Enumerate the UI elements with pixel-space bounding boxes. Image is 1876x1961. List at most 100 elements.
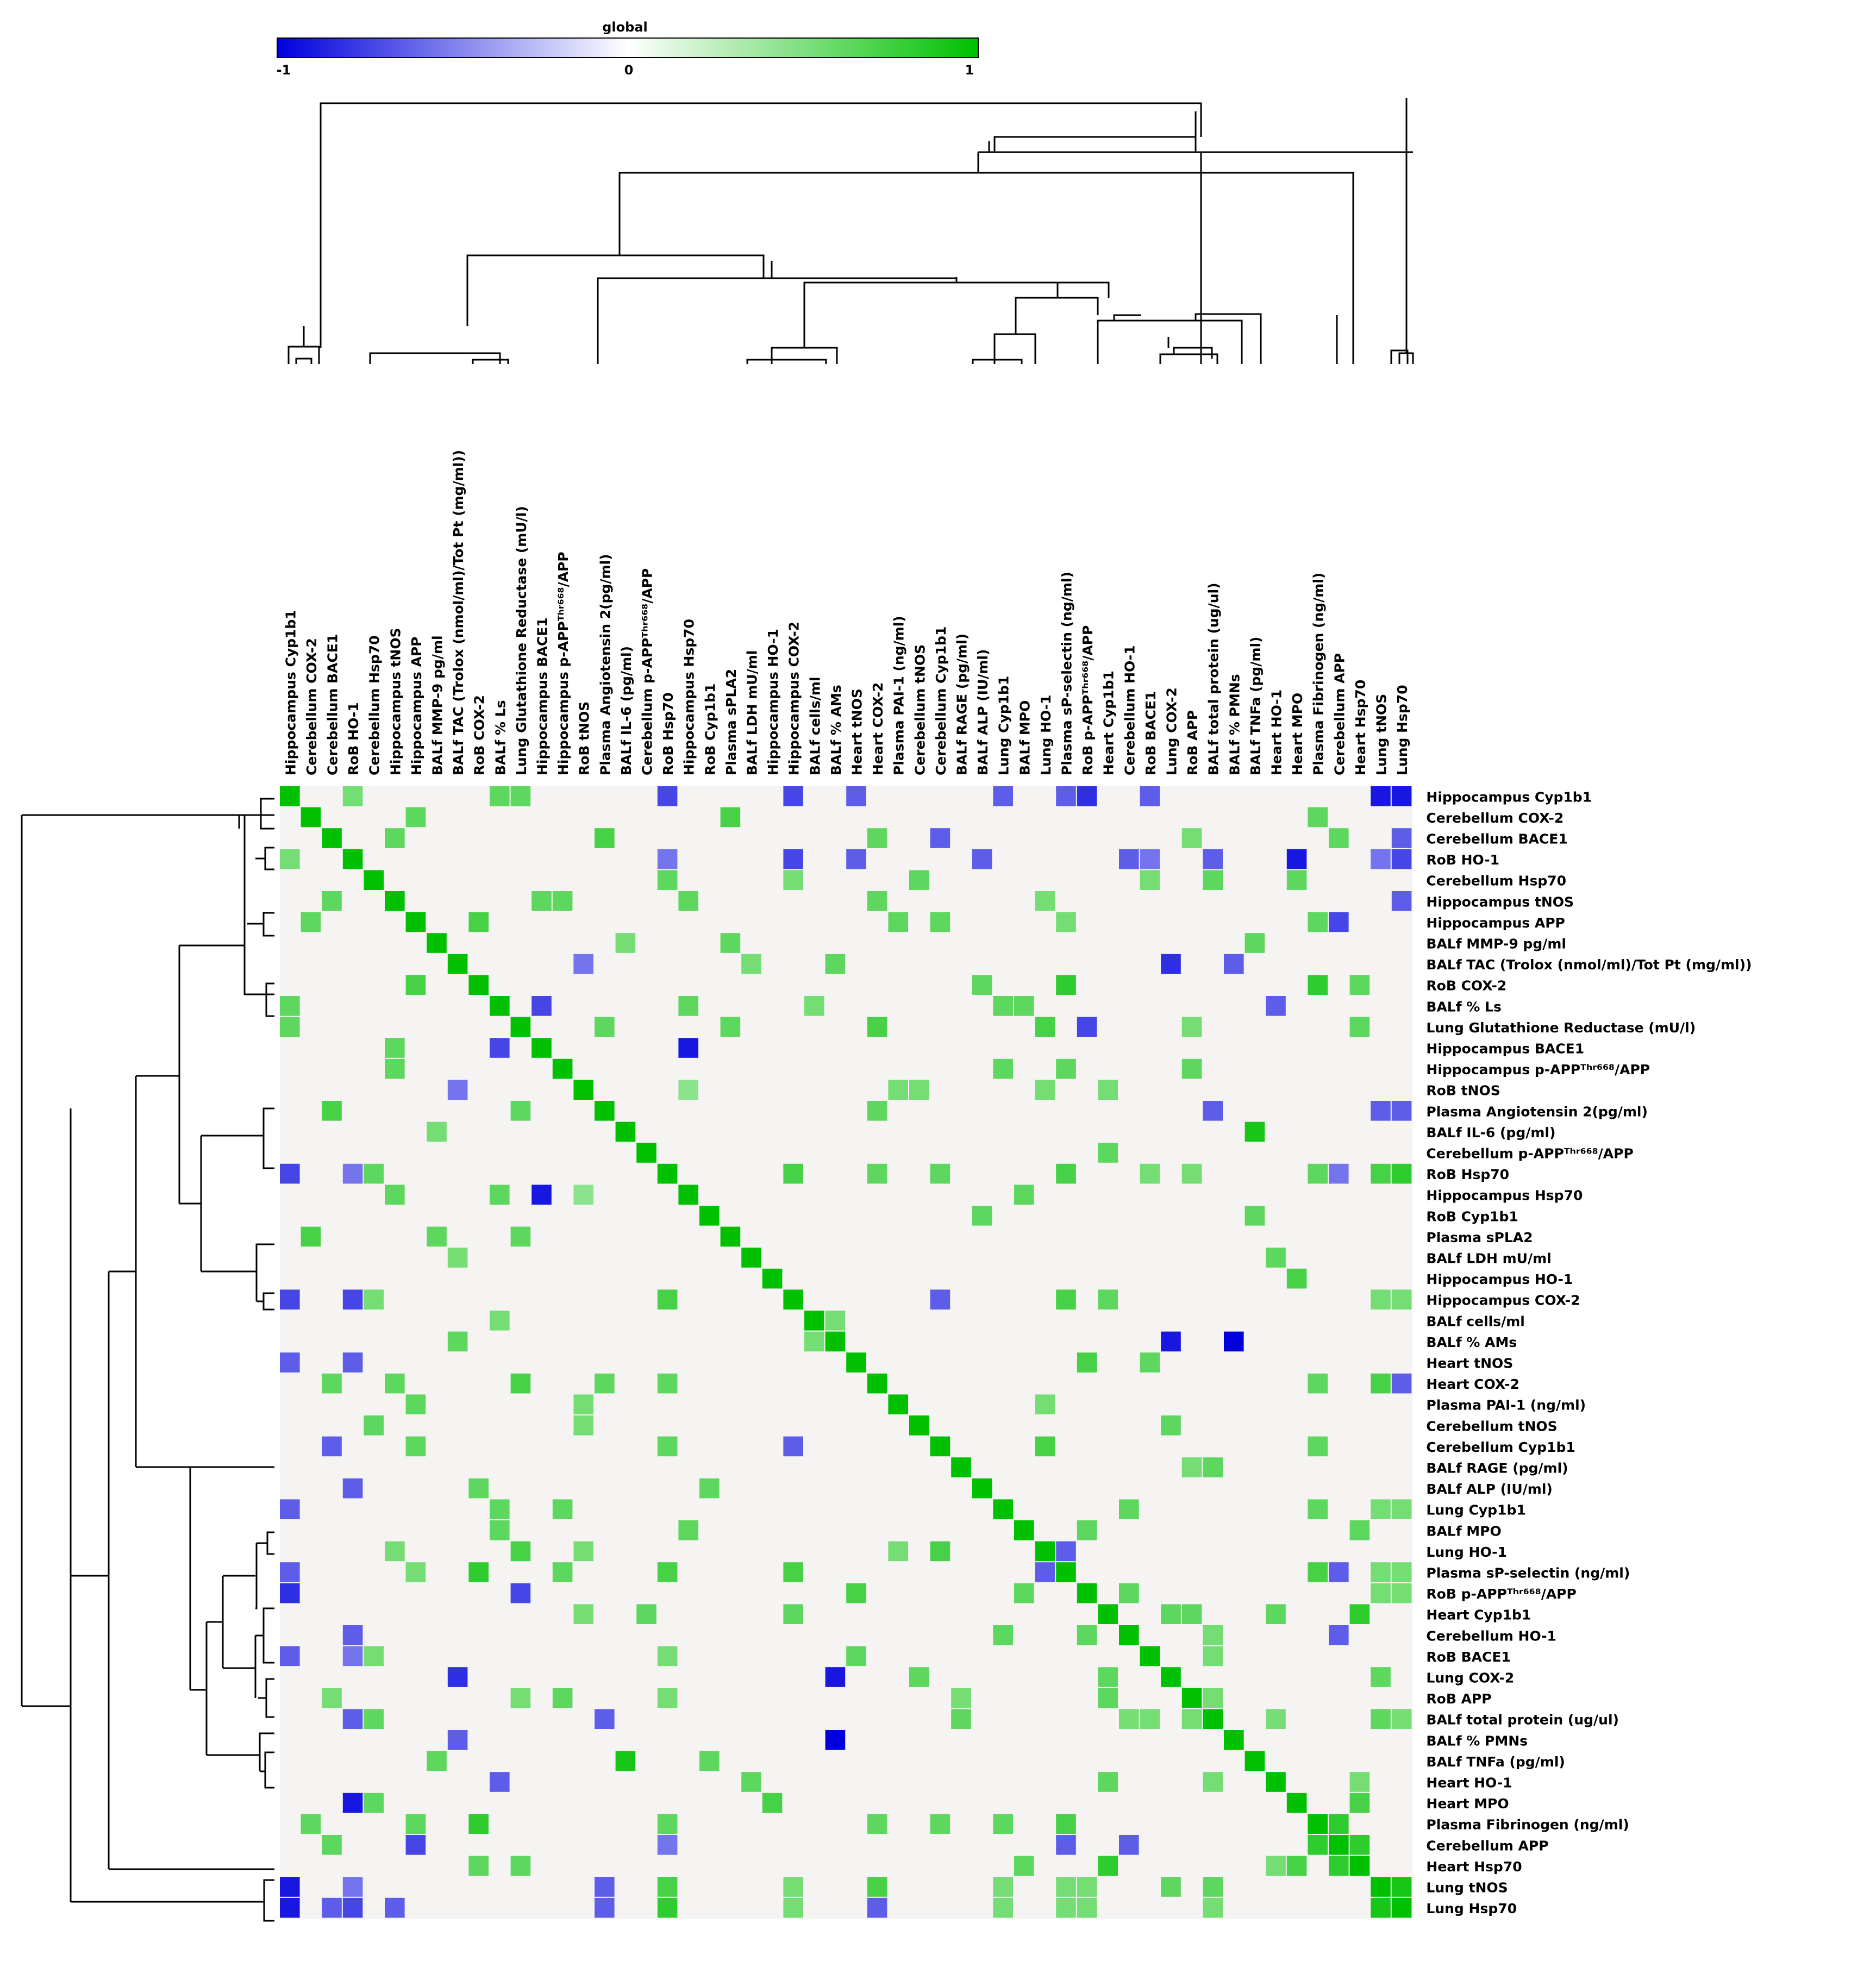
row-label: Cerebellum tNOS	[1426, 1418, 1557, 1434]
heatmap-cell	[1140, 1163, 1160, 1184]
heatmap-cell	[1203, 849, 1223, 869]
column-label: Hippocampus Hsp70	[681, 619, 697, 775]
heatmap-cell	[699, 1206, 720, 1226]
heatmap-cell	[1329, 1856, 1349, 1876]
row-label: Cerebellum HO-1	[1426, 1628, 1556, 1644]
heatmap-cell	[301, 1226, 321, 1247]
row-label: BALf IL-6 (pg/ml)	[1426, 1125, 1555, 1141]
heatmap-cell	[552, 1562, 573, 1582]
heatmap-cell	[1371, 786, 1391, 806]
heatmap-cell	[1161, 1331, 1181, 1352]
heatmap-cell	[468, 1814, 489, 1834]
heatmap-cell	[301, 912, 321, 932]
heatmap-cell	[1391, 1373, 1412, 1394]
heatmap-cell	[657, 1436, 678, 1457]
heatmap-cell	[825, 1331, 846, 1352]
heatmap-cell	[595, 1709, 615, 1729]
heatmap-cell	[1203, 1772, 1223, 1792]
heatmap-cell	[552, 1058, 573, 1079]
heatmap-cell	[1203, 1625, 1223, 1645]
column-label: BALf % PMNs	[1227, 674, 1242, 775]
heatmap-cell	[1056, 1289, 1076, 1310]
row-label: Heart tNOS	[1426, 1356, 1513, 1371]
heatmap-cell	[364, 1163, 384, 1184]
heatmap-cell	[909, 1667, 929, 1687]
heatmap-cell	[427, 1226, 447, 1247]
heatmap-cell	[867, 1163, 887, 1184]
heatmap-cell	[364, 1289, 384, 1310]
heatmap-cell	[1014, 1520, 1034, 1540]
column-label: Lung Hsp70	[1395, 685, 1410, 775]
heatmap-cell	[447, 1080, 468, 1100]
heatmap-cell	[1329, 1814, 1349, 1834]
heatmap-cell	[280, 1163, 300, 1184]
heatmap-cell	[846, 1352, 866, 1373]
heatmap-cell	[280, 1289, 300, 1310]
heatmap-cell	[385, 828, 405, 848]
heatmap-cell	[1349, 1772, 1370, 1792]
heatmap-cell	[322, 891, 342, 911]
row-label: BALf cells/ml	[1426, 1313, 1524, 1329]
colorbar-gradient	[277, 37, 979, 58]
heatmap-cell	[405, 1814, 426, 1834]
heatmap-cell	[385, 1541, 405, 1562]
heatmap-cell	[510, 1583, 531, 1603]
heatmap-cell	[1203, 1688, 1223, 1708]
column-label: Cerebellum COX-2	[304, 638, 320, 775]
heatmap-cell	[867, 1373, 887, 1394]
heatmap-cell	[909, 1415, 929, 1436]
heatmap-cell	[825, 1311, 846, 1331]
heatmap-cell	[1224, 954, 1244, 974]
heatmap-cell	[657, 870, 678, 890]
row-label: RoB APP	[1426, 1691, 1491, 1707]
heatmap-cell	[1014, 1185, 1034, 1205]
column-labels: Hippocampus Cyp1b1 Cerebellum COX-2 Cerebe…	[283, 450, 1410, 775]
row-label: Plasma Angiotensin 2(pg/ml)	[1426, 1104, 1648, 1119]
heatmap-cell	[322, 1897, 342, 1918]
column-label: RoB tNOS	[577, 701, 592, 775]
heatmap-cell	[846, 1646, 866, 1666]
heatmap-cell	[468, 975, 489, 995]
heatmap-cell	[1098, 1772, 1118, 1792]
heatmap-cell	[762, 1268, 783, 1289]
heatmap-cell	[1371, 1877, 1391, 1897]
heatmap-cell	[385, 891, 405, 911]
heatmap-cell	[657, 1897, 678, 1918]
row-label: Lung Glutathione Reductase (mU/l)	[1426, 1020, 1696, 1036]
heatmap-cell	[1119, 1583, 1139, 1603]
row-label: Hippocampus BACE1	[1426, 1041, 1584, 1057]
heatmap-cell	[595, 1877, 615, 1897]
heatmap-cell	[510, 1226, 531, 1247]
column-label: RoB COX-2	[472, 695, 487, 775]
heatmap-cell	[1056, 912, 1076, 932]
row-label: BALf RAGE (pg/ml)	[1426, 1461, 1568, 1476]
heatmap-cell	[364, 1646, 384, 1666]
heatmap-cell	[1181, 1457, 1202, 1477]
heatmap-cell	[762, 1793, 783, 1813]
heatmap-cell	[783, 1289, 803, 1310]
heatmap-cell	[1203, 1877, 1223, 1897]
heatmap-cell	[1349, 975, 1370, 995]
heatmap-cell	[490, 1772, 510, 1792]
heatmap-cell	[909, 1080, 929, 1100]
heatmap-cell	[1308, 975, 1328, 995]
heatmap-cell	[490, 1038, 510, 1058]
heatmap-cell	[909, 870, 929, 890]
heatmap-cell	[1056, 1163, 1076, 1184]
heatmap-cell	[322, 828, 342, 848]
heatmap-cell	[993, 996, 1013, 1016]
heatmap-cell	[1181, 1709, 1202, 1729]
heatmap-cell	[510, 786, 531, 806]
heatmap-cell	[615, 933, 636, 953]
heatmap-cell	[951, 1709, 971, 1729]
column-label: RoB Cyp1b1	[702, 684, 718, 775]
heatmap-cell	[552, 891, 573, 911]
heatmap-cell	[657, 1289, 678, 1310]
column-label: Cerebellum Hsp70	[367, 635, 383, 775]
heatmap-cell	[280, 1897, 300, 1918]
heatmap-cell	[1056, 786, 1076, 806]
column-label: BALf MPO	[1017, 700, 1033, 775]
heatmap-cell	[1371, 1709, 1391, 1729]
column-label: Cerebellum BACE1	[325, 634, 341, 775]
column-label: Plasma Fibrinogen (ng/ml)	[1311, 573, 1327, 775]
